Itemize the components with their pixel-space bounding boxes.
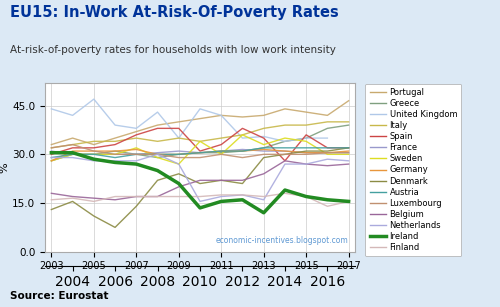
Legend: Portugal, Greece, United Kingdom, Italy, Spain, France, Sweden, Germany, Denmark: Portugal, Greece, United Kingdom, Italy,… [366,84,462,256]
Text: economic-incentives.blogspot.com: economic-incentives.blogspot.com [216,236,348,245]
Text: At-risk-of-poverty rates for households with low work intensity: At-risk-of-poverty rates for households … [10,45,336,55]
Text: Source: Eurostat: Source: Eurostat [10,291,108,301]
Text: EU15: In-Work At-Risk-Of-Poverty Rates: EU15: In-Work At-Risk-Of-Poverty Rates [10,5,339,20]
Y-axis label: %: % [0,162,10,173]
